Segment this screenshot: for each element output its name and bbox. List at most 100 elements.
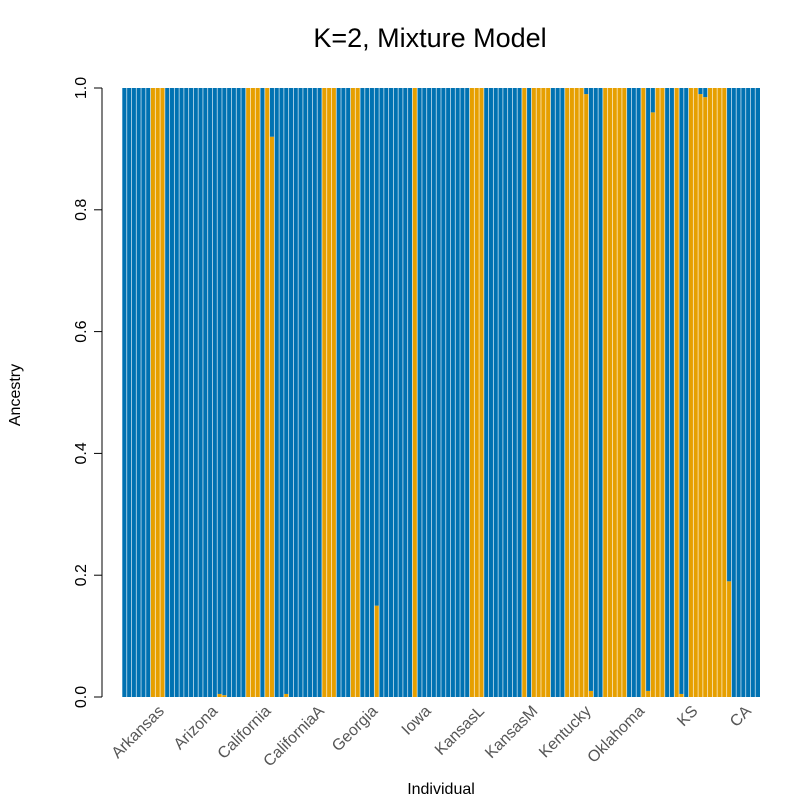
bar-blue-segment bbox=[683, 88, 689, 697]
bar-orange-segment bbox=[155, 88, 161, 697]
x-axis-title: Individual bbox=[407, 781, 475, 798]
bar-blue-segment bbox=[188, 88, 194, 697]
y-axis-title: Ancestry bbox=[7, 364, 24, 426]
bar-blue-segment bbox=[483, 88, 489, 697]
bar-blue-segment bbox=[364, 88, 370, 697]
bar-orange-segment bbox=[693, 88, 699, 697]
y-tick-label: 0.8 bbox=[73, 199, 90, 221]
bar-blue-segment bbox=[198, 88, 203, 697]
bar-blue-segment bbox=[179, 88, 184, 697]
group-label: Arkansas bbox=[109, 703, 168, 762]
bar-blue-segment bbox=[145, 88, 151, 697]
bar-blue-segment bbox=[217, 88, 222, 694]
bar-orange-segment bbox=[655, 88, 661, 697]
bar-orange-segment bbox=[621, 88, 627, 697]
bar-blue-segment bbox=[626, 88, 632, 697]
bar-orange-segment bbox=[540, 88, 546, 697]
bar-orange-segment bbox=[569, 88, 575, 697]
bar-blue-segment bbox=[702, 88, 708, 98]
bar-orange-segment bbox=[583, 94, 589, 698]
bar-orange-segment bbox=[640, 88, 646, 697]
bar-blue-segment bbox=[336, 88, 342, 697]
bar-blue-segment bbox=[393, 88, 399, 697]
bar-blue-segment bbox=[650, 88, 656, 113]
bar-blue-segment bbox=[417, 88, 422, 697]
bar-orange-segment bbox=[660, 88, 665, 697]
bar-blue-segment bbox=[293, 88, 299, 697]
bar-orange-segment bbox=[355, 88, 361, 697]
bar-blue-segment bbox=[498, 88, 503, 697]
group-label: KS bbox=[674, 703, 701, 730]
bar-blue-segment bbox=[550, 88, 556, 697]
bar-orange-segment bbox=[679, 693, 684, 697]
bar-orange-segment bbox=[521, 88, 527, 697]
bar-blue-segment bbox=[588, 88, 594, 691]
bar-blue-segment bbox=[740, 88, 746, 697]
group-label: Iowa bbox=[399, 703, 435, 739]
bar-blue-segment bbox=[383, 88, 389, 697]
bar-blue-segment bbox=[631, 88, 637, 697]
bar-orange-segment bbox=[674, 88, 680, 697]
bar-blue-segment bbox=[226, 88, 232, 697]
bar-blue-segment bbox=[407, 88, 413, 697]
group-label: Arizona bbox=[171, 703, 221, 753]
bar-blue-segment bbox=[526, 88, 532, 697]
bar-blue-segment bbox=[374, 88, 380, 606]
bar-orange-segment bbox=[707, 88, 713, 697]
chart-title: K=2, Mixture Model bbox=[313, 23, 546, 53]
group-label: CA bbox=[727, 703, 755, 731]
y-tick-label: 1.0 bbox=[73, 77, 90, 99]
bar-orange-segment bbox=[374, 605, 380, 697]
bar-orange-segment bbox=[712, 88, 718, 697]
group-label: Georgia bbox=[329, 703, 381, 755]
bar-blue-segment bbox=[636, 88, 641, 697]
bar-blue-segment bbox=[755, 88, 760, 697]
bar-orange-segment bbox=[726, 581, 732, 697]
bar-blue-segment bbox=[460, 88, 465, 697]
bar-blue-segment bbox=[679, 88, 684, 694]
bar-blue-segment bbox=[212, 88, 218, 697]
bar-orange-segment bbox=[574, 88, 580, 697]
bar-blue-segment bbox=[450, 88, 456, 697]
bar-blue-segment bbox=[421, 88, 427, 697]
bar-blue-segment bbox=[260, 88, 265, 697]
bar-blue-segment bbox=[164, 88, 170, 697]
bar-blue-segment bbox=[298, 88, 303, 697]
y-tick-label: 0.4 bbox=[73, 442, 90, 464]
bar-blue-segment bbox=[488, 88, 494, 697]
bar-blue-segment bbox=[436, 88, 441, 697]
bar-blue-segment bbox=[750, 88, 756, 697]
bar-orange-segment bbox=[217, 693, 222, 697]
bar-orange-segment bbox=[350, 88, 356, 697]
bar-blue-segment bbox=[317, 88, 322, 697]
bar-orange-segment bbox=[474, 88, 480, 697]
bar-orange-segment bbox=[588, 690, 594, 697]
bar-blue-segment bbox=[426, 88, 432, 697]
bar-blue-segment bbox=[736, 88, 741, 697]
bar-blue-segment bbox=[236, 88, 242, 697]
bar-blue-segment bbox=[669, 88, 675, 697]
bar-blue-segment bbox=[360, 88, 365, 697]
bar-blue-segment bbox=[583, 88, 589, 95]
bar-blue-segment bbox=[126, 88, 132, 697]
bar-blue-segment bbox=[402, 88, 408, 697]
bar-orange-segment bbox=[564, 88, 570, 697]
bar-blue-segment bbox=[431, 88, 437, 697]
bar-orange-segment bbox=[479, 88, 484, 697]
bar-orange-segment bbox=[702, 97, 708, 697]
bar-blue-segment bbox=[598, 88, 603, 697]
bar-orange-segment bbox=[283, 693, 289, 697]
bar-blue-segment bbox=[174, 88, 180, 697]
bar-orange-segment bbox=[688, 88, 694, 697]
bar-orange-segment bbox=[150, 88, 156, 697]
y-tick-label: 0.6 bbox=[73, 320, 90, 342]
bar-orange-segment bbox=[326, 88, 332, 697]
bar-orange-segment bbox=[264, 88, 270, 697]
bar-orange-segment bbox=[698, 94, 703, 698]
bar-orange-segment bbox=[469, 88, 475, 697]
bar-orange-segment bbox=[607, 88, 613, 697]
y-tick-label: 0.0 bbox=[73, 686, 90, 708]
bar-blue-segment bbox=[369, 88, 375, 697]
